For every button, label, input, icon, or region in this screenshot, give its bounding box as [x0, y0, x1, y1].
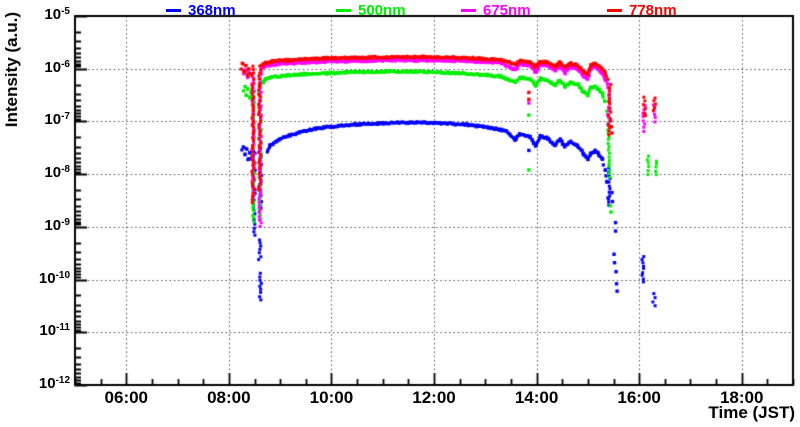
y-tick-exponent: -5 — [61, 6, 70, 17]
y-tick-label-1e-6: 10-6 — [0, 58, 70, 76]
y-tick-base: 10 — [44, 111, 62, 129]
x-tick-label-1600: 16:00 — [617, 388, 661, 407]
y-tick-label-1e-7: 10-7 — [0, 110, 70, 128]
y-tick-exponent: -7 — [61, 111, 70, 123]
y-tick-exponent: -6 — [61, 58, 70, 70]
x-tick-label-1000: 10:00 — [309, 388, 354, 407]
y-tick-label-1e-12: 10-12 — [0, 374, 70, 392]
y-tick-base: 10 — [44, 216, 62, 234]
y-tick-base: 10 — [44, 6, 62, 23]
legend-item-675nm: 675nm — [461, 1, 531, 19]
y-tick-base: 10 — [44, 58, 62, 76]
legend-swatch-675nm — [461, 8, 476, 12]
x-axis-title: Time (JST) — [708, 403, 795, 422]
y-tick-label-1e-9: 10-9 — [0, 216, 70, 234]
legend-swatch-500nm — [336, 8, 351, 12]
x-tick-label-0600: 06:00 — [104, 388, 149, 407]
y-tick-base: 10 — [39, 322, 57, 340]
y-tick-exponent: -12 — [55, 375, 70, 386]
legend-item-778nm: 778nm — [607, 1, 677, 19]
y-tick-label-1e-10: 10-10 — [0, 269, 70, 287]
y-tick-exponent: -10 — [55, 269, 70, 281]
y-tick-label-1e-5: 10-5 — [0, 5, 70, 23]
y-tick-base: 10 — [44, 164, 62, 182]
x-tick-label-1400: 14:00 — [514, 388, 559, 407]
y-tick-exponent: -11 — [56, 322, 70, 334]
y-tick-exponent: -9 — [61, 216, 70, 228]
legend-label-368nm: 368nm — [188, 1, 236, 19]
y-tick-label-1e-8: 10-8 — [0, 163, 70, 181]
legend-label-500nm: 500nm — [358, 1, 406, 19]
x-tick-label-1200: 12:00 — [412, 388, 456, 407]
legend: 368nm 500nm 675nm 778nm — [0, 0, 800, 20]
y-tick-base: 10 — [38, 269, 56, 287]
legend-item-500nm: 500nm — [336, 1, 406, 19]
legend-swatch-368nm — [166, 8, 181, 12]
y-tick-base: 10 — [38, 375, 56, 392]
x-tick-label-0800: 08:00 — [207, 388, 251, 407]
y-tick-exponent: -8 — [61, 164, 70, 176]
legend-item-368nm: 368nm — [166, 1, 236, 19]
legend-swatch-778nm — [607, 8, 622, 12]
y-tick-label-1e-11: 10-11 — [0, 321, 70, 339]
legend-label-675nm: 675nm — [483, 1, 531, 19]
x-tick-label-1800: 18:00 — [719, 388, 764, 407]
legend-label-778nm: 778nm — [629, 1, 677, 19]
